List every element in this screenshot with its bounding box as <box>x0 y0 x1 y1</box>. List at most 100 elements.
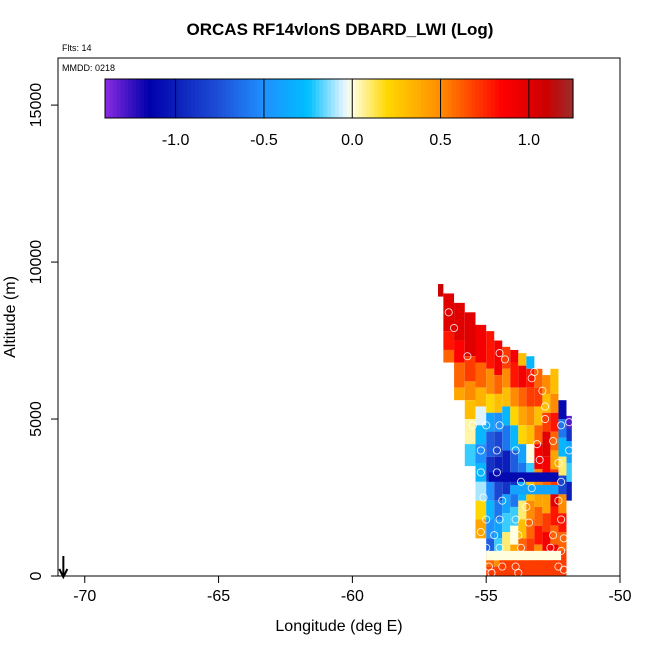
heatmap-cell <box>443 293 455 332</box>
data-point <box>554 496 563 505</box>
colorbar-tick-label: -1.0 <box>162 132 190 149</box>
data-point <box>549 436 558 446</box>
colorbar-swatch <box>175 79 180 118</box>
data-point <box>557 546 566 555</box>
colorbar-swatch <box>389 79 395 118</box>
colorbar-swatch <box>214 79 219 118</box>
colorbar-swatch <box>116 79 122 118</box>
colorbar-swatch <box>448 79 453 118</box>
heatmap-cell <box>502 450 511 476</box>
heatmap-cell <box>534 506 543 526</box>
heatmap-cell <box>534 406 543 426</box>
heatmap-cell <box>464 419 476 445</box>
heatmap-cell <box>475 519 487 539</box>
colorbar-swatch <box>241 79 246 118</box>
colorbar-swatch <box>471 79 477 118</box>
arrow-head <box>58 568 69 580</box>
colorbar-swatch <box>261 79 266 118</box>
colorbar-swatch <box>362 79 367 118</box>
colorbar-swatch <box>409 79 414 118</box>
heatmap-cell <box>510 450 519 476</box>
heatmap-cell <box>494 431 503 457</box>
observation-points <box>444 308 574 577</box>
heatmap-cell <box>464 356 476 382</box>
colorbar-swatch <box>370 79 375 118</box>
colorbar-swatch <box>366 79 371 118</box>
colorbar-swatch <box>136 79 141 118</box>
colorbar-swatch <box>233 79 239 118</box>
colorbar-swatch <box>553 79 558 118</box>
colorbar-swatch <box>397 79 402 118</box>
colorbar-swatch <box>194 79 200 118</box>
colorbar-swatch <box>393 79 399 118</box>
data-point <box>450 323 459 333</box>
colorbar-swatch <box>249 79 254 118</box>
heatmap-cell <box>486 500 495 520</box>
colorbar-swatch <box>530 79 535 118</box>
data-point <box>516 543 526 552</box>
heatmap-cell <box>558 437 567 457</box>
date-label: MMDD: 0218 <box>62 63 115 73</box>
heatmap-cell <box>510 425 519 451</box>
heatmap-cell <box>518 500 527 520</box>
data-point <box>463 352 472 361</box>
heatmap-cell <box>494 566 503 576</box>
heatmap-cell <box>534 425 543 445</box>
heatmap-cell <box>510 488 519 507</box>
heatmap-cell <box>502 425 511 451</box>
heatmap-cell <box>558 456 567 476</box>
colorbar-swatch <box>346 79 352 118</box>
heatmap-cell <box>518 519 527 539</box>
colorbar-swatch <box>424 79 430 118</box>
down-arrow-icon <box>58 556 69 580</box>
heatmap-cell <box>486 566 495 576</box>
colorbar-swatch <box>292 79 297 118</box>
heatmap-cell <box>454 340 465 363</box>
colorbar-swatch <box>163 79 168 118</box>
colorbar-swatch <box>229 79 235 118</box>
colorbar-swatch <box>401 79 406 118</box>
colorbar-swatch <box>440 79 445 118</box>
data-point <box>476 527 485 537</box>
data-point <box>476 446 485 455</box>
colorbar-swatch <box>545 79 551 118</box>
colorbar-swatch <box>456 79 461 118</box>
heatmap-cell <box>542 456 551 476</box>
heatmap-cell <box>518 387 527 407</box>
heatmap-cell <box>542 375 551 394</box>
colorbar-swatch <box>498 79 504 118</box>
colorbar-swatch <box>311 79 317 118</box>
colorbar-swatch <box>257 79 262 118</box>
heatmap-cell <box>550 412 559 432</box>
y-tick-label: 15000 <box>28 83 45 128</box>
colorbar-swatch <box>561 79 566 118</box>
heatmap-cell <box>486 431 495 457</box>
colorbar-swatch <box>276 79 282 118</box>
heatmap-cell <box>550 393 559 413</box>
heatmap-cell <box>494 500 503 520</box>
colorbar-swatch <box>467 79 473 118</box>
data-point <box>541 402 550 411</box>
colorbar-tick-label: 1.0 <box>518 132 540 149</box>
heatmap-cell <box>558 494 567 514</box>
data-point <box>500 355 509 364</box>
colorbar-swatch <box>120 79 126 118</box>
heatmap-band <box>488 472 559 482</box>
colorbar-swatch <box>506 79 512 118</box>
colorbar-swatch <box>479 79 484 118</box>
heatmap-cell <box>464 400 476 420</box>
colorbar-swatch <box>218 79 223 118</box>
heatmap-cell <box>475 362 487 388</box>
colorbar-swatch <box>565 79 570 118</box>
colorbar-gradient <box>105 79 574 118</box>
heatmap-cell <box>518 406 527 426</box>
data-point <box>557 515 566 524</box>
colorbar-swatch <box>385 79 391 118</box>
colorbar-swatch <box>522 79 527 118</box>
heatmap-cell <box>494 481 503 501</box>
data-point <box>495 515 504 524</box>
colorbar-swatch <box>140 79 145 118</box>
data-point <box>565 446 574 455</box>
heatmap-cell <box>486 393 495 413</box>
heatmap-cell <box>534 488 543 507</box>
